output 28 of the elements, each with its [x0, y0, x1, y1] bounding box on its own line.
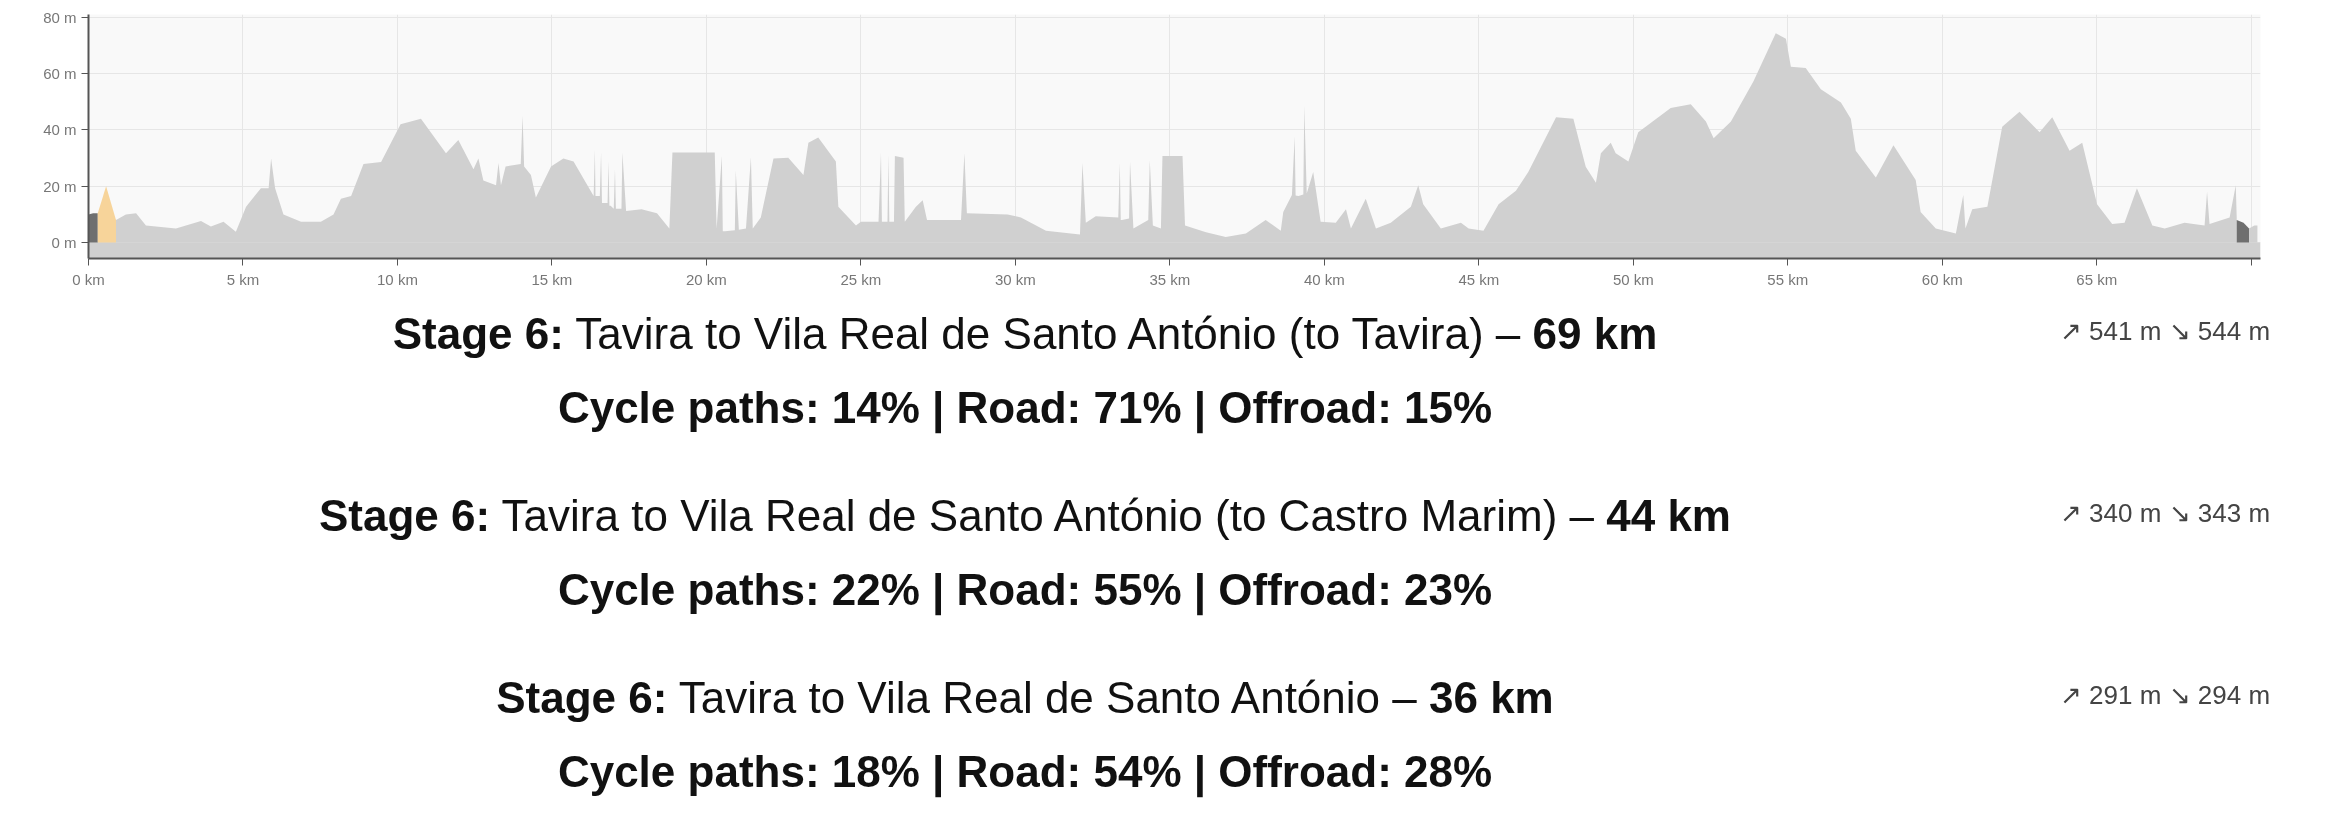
text: ↗ 340 m ↘ 343 m — [2058, 497, 2272, 530]
text: Cycle paths: 14% | Road: 71% | Offroad: 15% — [557, 383, 1493, 432]
x-tick-label: 20 km — [686, 270, 727, 288]
y-tick-label: 80 m — [43, 8, 77, 26]
y-tick-label: 40 m — [43, 121, 77, 139]
x-tick-label: 45 km — [1458, 270, 1500, 288]
x-tick-label: 55 km — [1767, 270, 1809, 288]
x-tick-label: 5 km — [226, 270, 260, 288]
x-tick-label: 30 km — [994, 270, 1036, 288]
text: ↗ 541 m ↘ 544 m — [2058, 315, 2272, 348]
y-tick-label: 20 m — [43, 177, 77, 195]
text: Stage 6: Tavira to Vila Real de Santo António (to Tavira) – 69 km — [391, 308, 1659, 360]
x-tick-label: 10 km — [377, 270, 418, 288]
x-tick-label: 65 km — [2076, 270, 2118, 288]
x-tick-label: 60 km — [1921, 270, 1963, 288]
text: ↗ 291 m ↘ 294 m — [2058, 679, 2272, 712]
y-tick-label: 0 m — [51, 233, 77, 251]
x-tick-label: 25 km — [840, 270, 882, 288]
x-tick-label: 50 km — [1612, 270, 1654, 288]
text: Stage 6: Tavira to Vila Real de Santo António (to Castro Marim) – 44 km — [318, 490, 1732, 542]
x-tick-label: 0 km — [72, 270, 105, 288]
x-tick-label: 40 km — [1303, 270, 1345, 288]
text: Cycle paths: 22% | Road: 55% | Offroad: 23% — [557, 565, 1493, 614]
x-tick-label: 35 km — [1149, 270, 1191, 288]
y-tick-label: 60 m — [43, 65, 77, 83]
text: Stage 6: Tavira to Vila Real de Santo António – 36 km — [495, 672, 1555, 724]
x-tick-label: 15 km — [531, 270, 573, 288]
text: Cycle paths: 18% | Road: 54% | Offroad: 28% — [557, 747, 1493, 796]
